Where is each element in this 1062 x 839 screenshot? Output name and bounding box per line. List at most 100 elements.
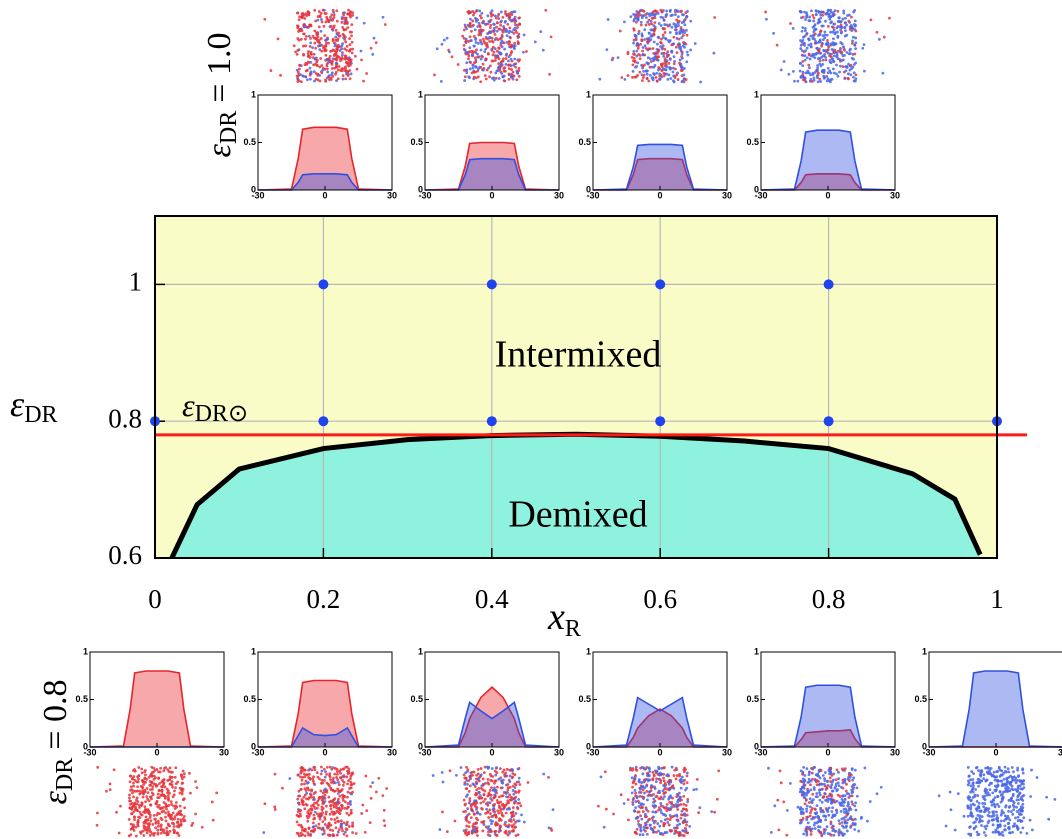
particle [835, 64, 838, 67]
particle [663, 788, 666, 791]
particle [1000, 812, 1003, 815]
particle [337, 32, 340, 35]
particle [342, 14, 345, 17]
particle [478, 29, 481, 32]
particle [342, 78, 345, 81]
particle [142, 790, 145, 793]
particle [490, 12, 493, 15]
particle [765, 18, 768, 21]
particle [298, 64, 301, 67]
particle [772, 32, 775, 35]
particle [373, 37, 376, 40]
particle [809, 19, 812, 22]
particle [482, 63, 485, 66]
particle [321, 779, 324, 782]
particle [646, 73, 649, 76]
x-tick-label: 30 [722, 190, 732, 200]
particle [852, 58, 855, 61]
x-tick-label: 1 [990, 584, 1004, 614]
particle [487, 778, 490, 781]
profile-panel: -3003000.51 [746, 646, 900, 837]
particle [500, 37, 503, 40]
particle [815, 47, 818, 50]
particle [298, 18, 301, 21]
particle [658, 73, 661, 76]
particle [716, 798, 719, 801]
particle [980, 780, 983, 783]
particle [970, 812, 973, 815]
particle [839, 49, 842, 52]
particle [166, 779, 169, 782]
particle [976, 800, 979, 803]
particle [518, 819, 521, 822]
particle [844, 808, 847, 811]
particle [988, 784, 991, 787]
particle [383, 809, 386, 812]
particle [770, 831, 773, 834]
particle [713, 52, 716, 55]
particle [497, 38, 500, 41]
particle [830, 820, 833, 823]
particle [1019, 791, 1022, 794]
particle [811, 772, 814, 775]
particle [321, 806, 324, 809]
particle [142, 783, 145, 786]
particle [149, 788, 152, 791]
particle [640, 21, 643, 24]
particle [499, 801, 502, 804]
particle [829, 9, 832, 12]
particle [305, 780, 308, 783]
particle [345, 834, 348, 837]
particle [967, 783, 970, 786]
x-tick-label: 30 [219, 747, 229, 757]
particle [655, 76, 658, 79]
particle [681, 829, 684, 832]
particle [988, 811, 991, 814]
x-tick-label: 0 [154, 747, 159, 757]
particle [627, 818, 630, 821]
particle [128, 818, 131, 821]
y-tick-label: 0.5 [578, 694, 591, 704]
particle [662, 824, 665, 827]
particle [169, 782, 172, 785]
particle [148, 784, 151, 787]
particle [348, 43, 351, 46]
particle [329, 766, 332, 769]
particle [818, 40, 821, 43]
particle [463, 781, 466, 784]
particle [823, 828, 826, 831]
particle [495, 77, 498, 80]
particle [505, 57, 508, 60]
particle [332, 38, 335, 41]
particle [317, 19, 320, 22]
particle [1011, 766, 1014, 769]
particle [475, 808, 478, 811]
particle [813, 788, 816, 791]
particle [323, 25, 326, 28]
particle [680, 66, 683, 69]
particle [605, 808, 608, 811]
particle [677, 43, 680, 46]
particle [681, 776, 684, 779]
particle [137, 819, 140, 822]
particle [680, 787, 683, 790]
x-tick-label: 0 [657, 190, 662, 200]
particle [849, 69, 852, 72]
particle [482, 800, 485, 803]
particle [639, 54, 642, 57]
particle [157, 822, 160, 825]
x-tick-label: 0.8 [812, 584, 846, 614]
particle [685, 29, 688, 32]
particle [338, 783, 341, 786]
particle [1017, 819, 1020, 822]
particle [336, 770, 339, 773]
particle [804, 49, 807, 52]
particle [495, 17, 498, 20]
particle [310, 796, 313, 799]
particle [474, 38, 477, 41]
y-tick-label: 1 [83, 646, 88, 656]
particle [335, 71, 338, 74]
particle [643, 792, 646, 795]
particle [651, 17, 654, 20]
particle [665, 73, 668, 76]
